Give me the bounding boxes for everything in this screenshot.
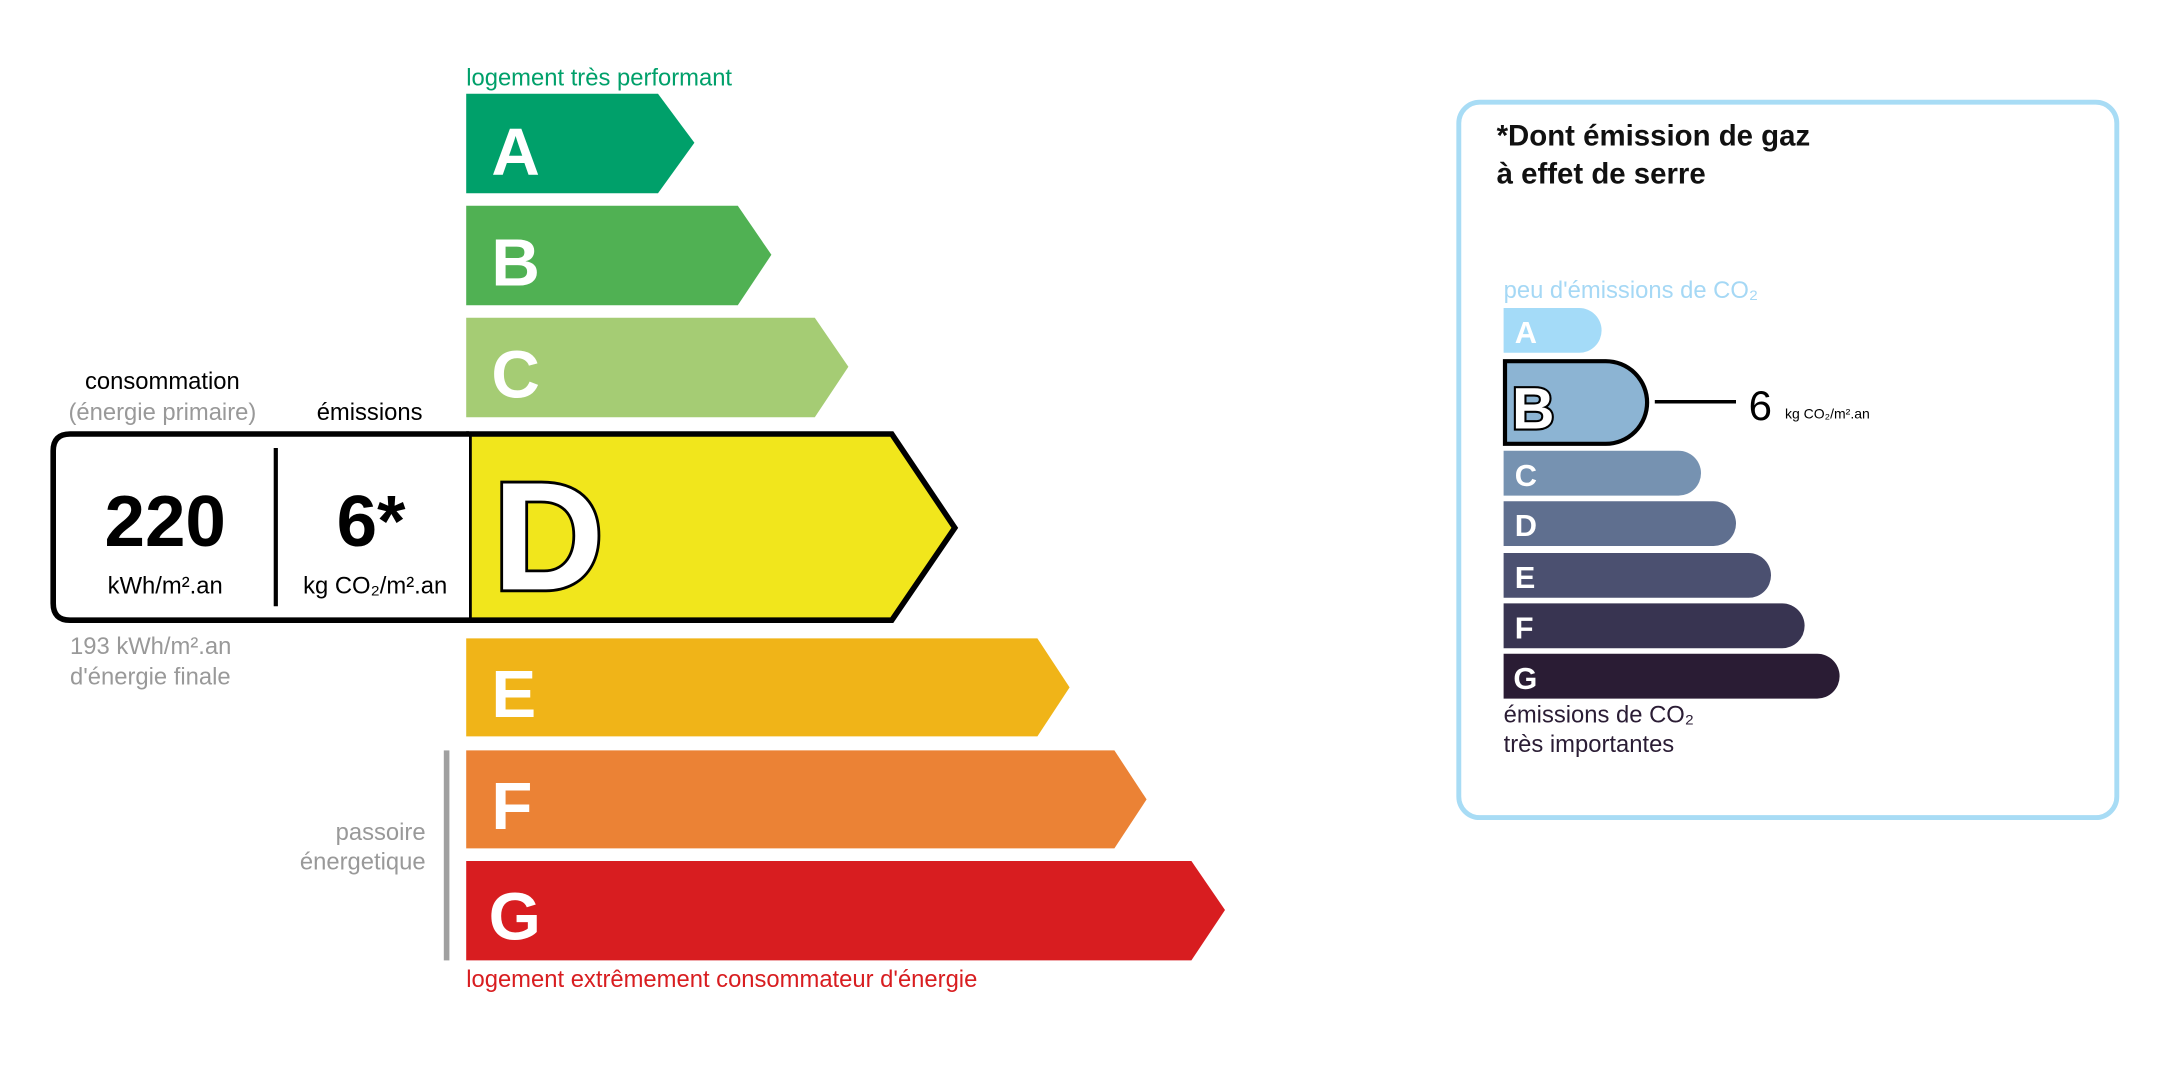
consumption-label: consommation [85, 368, 240, 395]
emissions-value: 6* [337, 481, 406, 562]
svg-text:B: B [1512, 376, 1554, 441]
ges-class-b-current: B [1502, 359, 1650, 446]
svg-text:F: F [1515, 610, 1534, 645]
svg-text:C: C [491, 338, 540, 413]
passoire-line1: passoire [336, 819, 426, 846]
ges-title-line1: *Dont émission de gaz [1497, 120, 1811, 153]
passoire-bar [443, 750, 450, 961]
svg-text:F: F [491, 769, 532, 844]
consumption-value: 220 [104, 481, 225, 562]
svg-text:A: A [1515, 315, 1537, 350]
svg-text:D: D [1515, 508, 1537, 543]
svg-text:D: D [493, 450, 604, 622]
ges-bottom-line2: très importantes [1504, 731, 1675, 758]
consumption-sublabel: (énergie primaire) [69, 399, 257, 426]
energy-class-a: A [466, 93, 695, 194]
energy-class-e: E [466, 638, 1070, 737]
svg-text:A: A [491, 115, 540, 190]
ges-class-g: G [1503, 653, 1840, 699]
ges-top-label: peu d'émissions de CO₂ [1504, 277, 1759, 304]
svg-text:E: E [1515, 560, 1536, 595]
ges-class-a: A [1503, 308, 1602, 353]
ges-class-d: D [1503, 501, 1736, 547]
final-energy-label: d'énergie finale [70, 664, 231, 691]
energy-top-label: logement très performant [466, 64, 732, 91]
energy-bottom-label: logement extrêmement consommateur d'éner… [466, 966, 977, 993]
svg-text:G: G [1513, 661, 1537, 696]
energy-class-f: F [466, 750, 1147, 849]
passoire-line2: énergetique [300, 848, 426, 875]
emissions-label: émissions [317, 399, 423, 426]
ges-class-f: F [1503, 603, 1805, 649]
consumption-unit: kWh/m².an [108, 573, 223, 600]
readout-box [50, 431, 469, 624]
ges-bottom-line1: émissions de CO₂ [1504, 701, 1694, 728]
svg-text:C: C [1515, 458, 1537, 493]
energy-class-b: B [466, 205, 772, 306]
ges-class-e: E [1503, 553, 1771, 598]
emissions-unit: kg CO₂/m².an [303, 573, 447, 600]
energy-class-c: C [466, 317, 849, 418]
energy-class-g: G [466, 861, 1225, 961]
energy-class-d-current: D [466, 431, 959, 625]
svg-text:B: B [491, 226, 540, 301]
ges-title-line2: à effet de serre [1497, 157, 1706, 190]
ges-value: 6 [1749, 382, 1772, 429]
final-energy-value: 193 kWh/m².an [70, 633, 231, 660]
ges-class-c: C [1503, 450, 1701, 496]
ges-unit: kg CO₂/m².an [1785, 406, 1870, 422]
svg-text:G: G [489, 879, 541, 954]
svg-text:E: E [491, 657, 536, 732]
